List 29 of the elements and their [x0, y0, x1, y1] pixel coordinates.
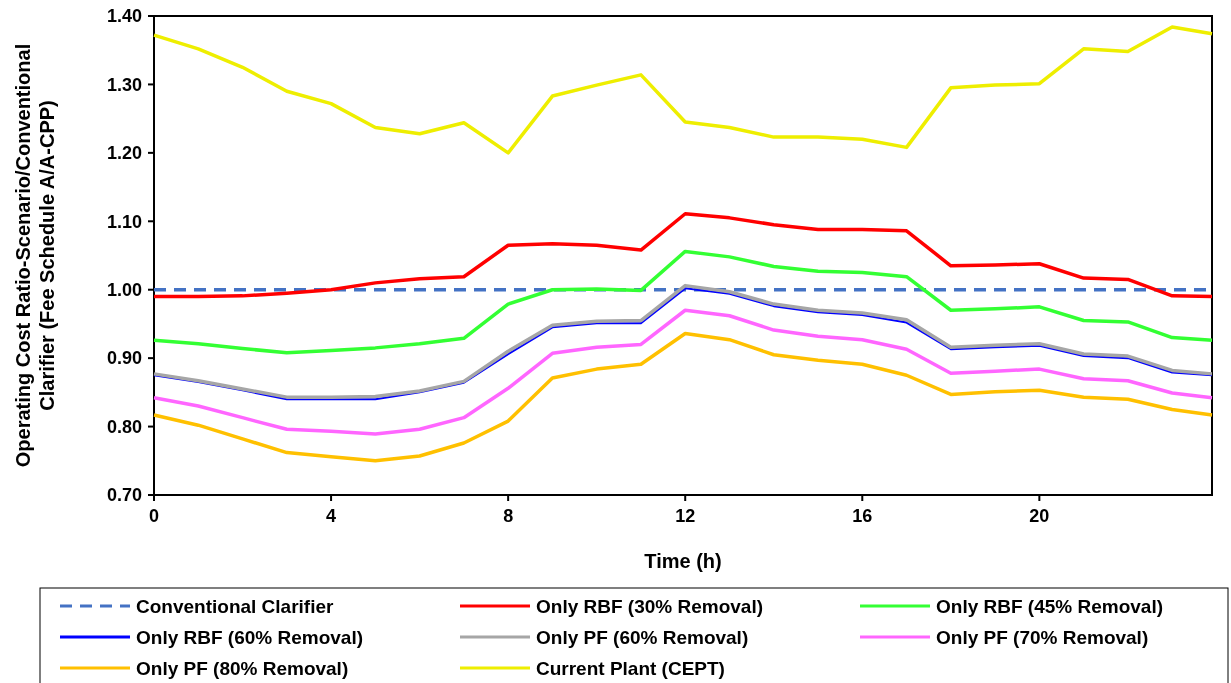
y-tick-label: 1.00: [106, 280, 142, 301]
y-tick-label: 1.10: [106, 211, 142, 232]
x-tick-label: 20: [1029, 506, 1050, 526]
y-tick-label: 1.40: [106, 6, 142, 27]
legend-label: Current Plant (CEPT): [536, 657, 725, 679]
y-tick-label: 1.30: [106, 74, 142, 95]
legend-label: Only PF (70% Removal): [936, 626, 1149, 648]
x-tick-label: 16: [852, 506, 873, 526]
line-series: [152, 308, 1214, 436]
x-axis-title: Time (h): [644, 550, 722, 572]
x-tick-label: 12: [675, 506, 696, 526]
y-tick-label: 0.70: [106, 485, 142, 506]
line-series: [152, 25, 1214, 155]
legend-label: Only RBF (60% Removal): [136, 626, 363, 648]
x-tick-label: 4: [326, 506, 337, 526]
y-axis-title: Operating Cost Ratio-Scenario/Conventional Clarifier (Fee Schedule A/A-CPP): [12, 43, 58, 468]
line-series: [152, 331, 1214, 463]
line-series: [152, 249, 1214, 355]
line-series: [152, 212, 1214, 299]
y-tick-label: 1.20: [106, 143, 142, 164]
x-tick-label: 8: [503, 506, 514, 526]
x-tick-label: 0: [148, 506, 160, 526]
legend-label: Only RBF (30% Removal): [536, 595, 763, 617]
y-tick-label: 0.80: [106, 416, 142, 437]
legend-label: Only PF (80% Removal): [136, 657, 349, 679]
legend-label: Conventional Clarifier: [136, 595, 335, 617]
y-tick-label: 0.90: [106, 348, 142, 369]
legend-label: Only RBF (45% Removal): [936, 595, 1163, 617]
legend-label: Only PF (60% Removal): [536, 626, 749, 648]
